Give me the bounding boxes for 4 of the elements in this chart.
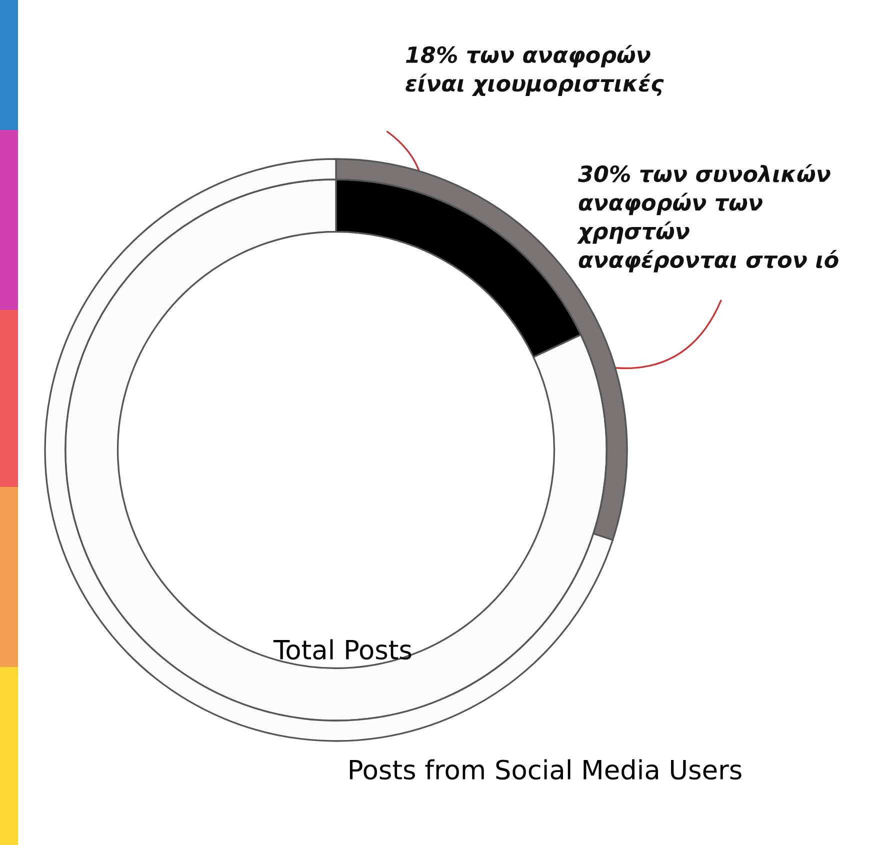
slice-label: Posts from Social Media Users bbox=[350, 759, 742, 780]
text: 18% των αναφορών είναι χιουμοριστικές bbox=[406, 45, 664, 96]
slice-label: Total Posts bbox=[273, 639, 412, 660]
text: 30% των συνολικών αναφορών των χρηστών αναφέρονται στον ιό bbox=[576, 164, 838, 272]
